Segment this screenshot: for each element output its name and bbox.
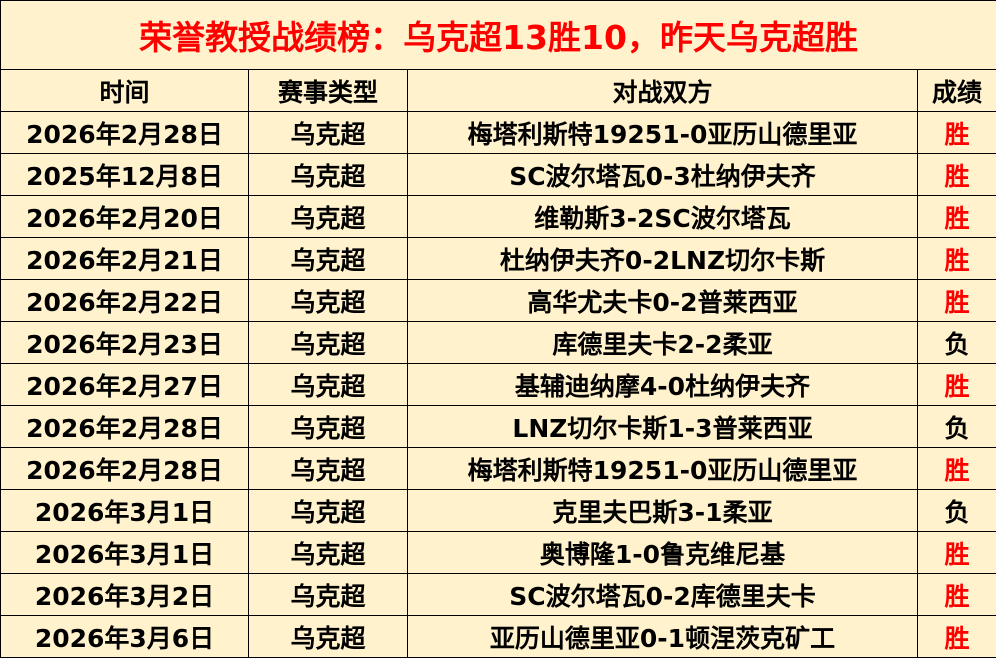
match-cell: 亚历山德里亚0-1顿涅茨克矿工 xyxy=(407,615,918,658)
result-cell: 胜 xyxy=(916,447,996,490)
date-cell: 2026年3月1日 xyxy=(0,489,249,532)
date-cell: 2026年2月23日 xyxy=(0,321,249,364)
match-cell: SC波尔塔瓦0-2库德里夫卡 xyxy=(407,573,918,616)
type-cell: 乌克超 xyxy=(248,321,408,364)
result-cell: 胜 xyxy=(916,531,996,574)
result-cell: 胜 xyxy=(916,279,996,322)
type-cell: 乌克超 xyxy=(248,279,408,322)
date-cell: 2026年3月1日 xyxy=(0,531,249,574)
result-cell: 胜 xyxy=(916,363,996,406)
table-row: 2026年3月1日 乌克超 克里夫巴斯3-1柔亚负 xyxy=(0,489,996,532)
date-cell: 2026年2月28日 xyxy=(0,405,249,448)
match-cell: 梅塔利斯特19251-0亚历山德里亚 xyxy=(407,111,918,154)
date-cell: 2026年2月20日 xyxy=(0,195,249,238)
table-title: 荣誉教授战绩榜：乌克超13胜10，昨天乌克超胜 xyxy=(0,0,996,70)
type-cell: 乌克超 xyxy=(248,531,408,574)
header-type: 赛事类型 xyxy=(248,69,408,112)
match-cell: LNZ切尔卡斯1-3普莱西亚 xyxy=(407,405,918,448)
date-cell: 2026年3月2日 xyxy=(0,573,249,616)
type-cell: 乌克超 xyxy=(248,405,408,448)
match-cell: 梅塔利斯特19251-0亚历山德里亚 xyxy=(407,447,918,490)
table-row: 2026年2月28日 乌克超 LNZ切尔卡斯1-3普莱西亚负 xyxy=(0,405,996,448)
type-cell: 乌克超 xyxy=(248,363,408,406)
result-cell: 负 xyxy=(916,489,996,532)
result-cell: 胜 xyxy=(916,237,996,280)
result-cell: 胜 xyxy=(916,153,996,196)
table-row: 2026年2月22日 乌克超 高华尤夫卡0-2普莱西亚胜 xyxy=(0,279,996,322)
header-match: 对战双方 xyxy=(407,69,918,112)
table-row: 2026年2月23日 乌克超 库德里夫卡2-2柔亚负 xyxy=(0,321,996,364)
result-cell: 胜 xyxy=(916,195,996,238)
table-row: 2026年3月6日 乌克超 亚历山德里亚0-1顿涅茨克矿工胜 xyxy=(0,615,996,658)
table-row: 2026年3月1日 乌克超 奥博隆1-0鲁克维尼基胜 xyxy=(0,531,996,574)
date-cell: 2026年3月6日 xyxy=(0,615,249,658)
match-cell: 克里夫巴斯3-1柔亚 xyxy=(407,489,918,532)
match-cell: 奥博隆1-0鲁克维尼基 xyxy=(407,531,918,574)
type-cell: 乌克超 xyxy=(248,195,408,238)
date-cell: 2026年2月28日 xyxy=(0,111,249,154)
result-cell: 负 xyxy=(916,321,996,364)
type-cell: 乌克超 xyxy=(248,237,408,280)
header-time: 时间 xyxy=(0,69,249,112)
match-cell: 库德里夫卡2-2柔亚 xyxy=(407,321,918,364)
header-result: 成绩 xyxy=(916,69,996,112)
result-cell: 负 xyxy=(916,405,996,448)
date-cell: 2026年2月28日 xyxy=(0,447,249,490)
table-row: 2025年12月8日 乌克超 SC波尔塔瓦0-3杜纳伊夫齐胜 xyxy=(0,153,996,196)
match-cell: 杜纳伊夫齐0-2LNZ切尔卡斯 xyxy=(407,237,918,280)
date-cell: 2026年2月21日 xyxy=(0,237,249,280)
date-cell: 2026年2月22日 xyxy=(0,279,249,322)
match-cell: 高华尤夫卡0-2普莱西亚 xyxy=(407,279,918,322)
type-cell: 乌克超 xyxy=(248,615,408,658)
match-cell: 基辅迪纳摩4-0杜纳伊夫齐 xyxy=(407,363,918,406)
result-cell: 胜 xyxy=(916,573,996,616)
table-row: 2026年2月28日 乌克超 梅塔利斯特19251-0亚历山德里亚胜 xyxy=(0,447,996,490)
type-cell: 乌克超 xyxy=(248,111,408,154)
type-cell: 乌克超 xyxy=(248,573,408,616)
table-row: 2026年2月27日 乌克超 基辅迪纳摩4-0杜纳伊夫齐胜 xyxy=(0,363,996,406)
type-cell: 乌克超 xyxy=(248,153,408,196)
type-cell: 乌克超 xyxy=(248,489,408,532)
type-cell: 乌克超 xyxy=(248,447,408,490)
table-row: 2026年3月2日 乌克超 SC波尔塔瓦0-2库德里夫卡胜 xyxy=(0,573,996,616)
match-cell: 维勒斯3-2SC波尔塔瓦 xyxy=(407,195,918,238)
result-cell: 胜 xyxy=(916,111,996,154)
table-row: 2026年2月28日 乌克超 梅塔利斯特19251-0亚历山德里亚胜 xyxy=(0,111,996,154)
date-cell: 2025年12月8日 xyxy=(0,153,249,196)
date-cell: 2026年2月27日 xyxy=(0,363,249,406)
result-cell: 胜 xyxy=(916,615,996,658)
table-row: 2026年2月20日 乌克超 维勒斯3-2SC波尔塔瓦胜 xyxy=(0,195,996,238)
match-cell: SC波尔塔瓦0-3杜纳伊夫齐 xyxy=(407,153,918,196)
table-row: 2026年2月21日 乌克超 杜纳伊夫齐0-2LNZ切尔卡斯胜 xyxy=(0,237,996,280)
